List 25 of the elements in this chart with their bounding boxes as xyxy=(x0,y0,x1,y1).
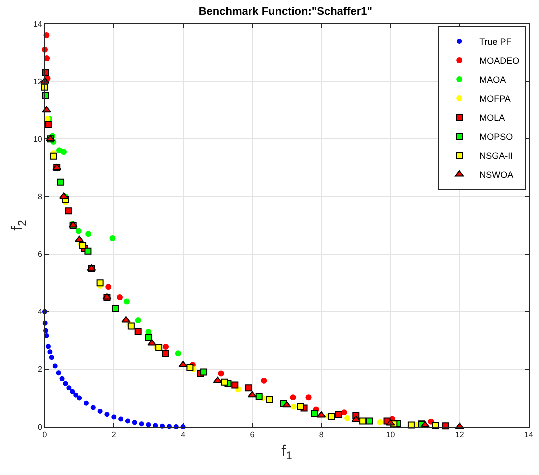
legend-label: True PF xyxy=(480,37,512,48)
y-tick-label: 8 xyxy=(38,192,43,202)
y-tick-label: 6 xyxy=(38,250,43,260)
y-tick-label: 2 xyxy=(38,365,43,374)
y-tick-label: 4 xyxy=(38,308,43,317)
legend-label: MOFPA xyxy=(480,94,511,104)
x-tick-label: 12 xyxy=(455,430,465,440)
chart-title: Benchmark Function:"Schaffer1" xyxy=(198,6,372,18)
legend-label: MOADEO xyxy=(480,56,520,66)
y-tick-label: 10 xyxy=(33,134,43,144)
x-tick-label: 8 xyxy=(319,430,324,440)
legend-label: NSWOA xyxy=(480,170,514,180)
legend-label: MOPSO xyxy=(480,132,514,142)
legend-label: MAOA xyxy=(480,75,506,86)
x-tick-label: 2 xyxy=(112,430,117,440)
y-tick-label: 12 xyxy=(33,77,43,86)
legend-label: NSGA-II xyxy=(480,151,514,162)
x-tick-label: 10 xyxy=(386,430,396,440)
legend-label: MOLA xyxy=(480,113,506,124)
x-axis-title: f$_{1}$ xyxy=(282,443,292,463)
x-tick-label: 14 xyxy=(524,430,534,440)
y-tick-label: 14 xyxy=(33,20,43,29)
y-tick-label: 0 xyxy=(38,422,43,432)
x-tick-label: 4 xyxy=(181,430,186,440)
x-tick-label: 6 xyxy=(250,430,256,440)
